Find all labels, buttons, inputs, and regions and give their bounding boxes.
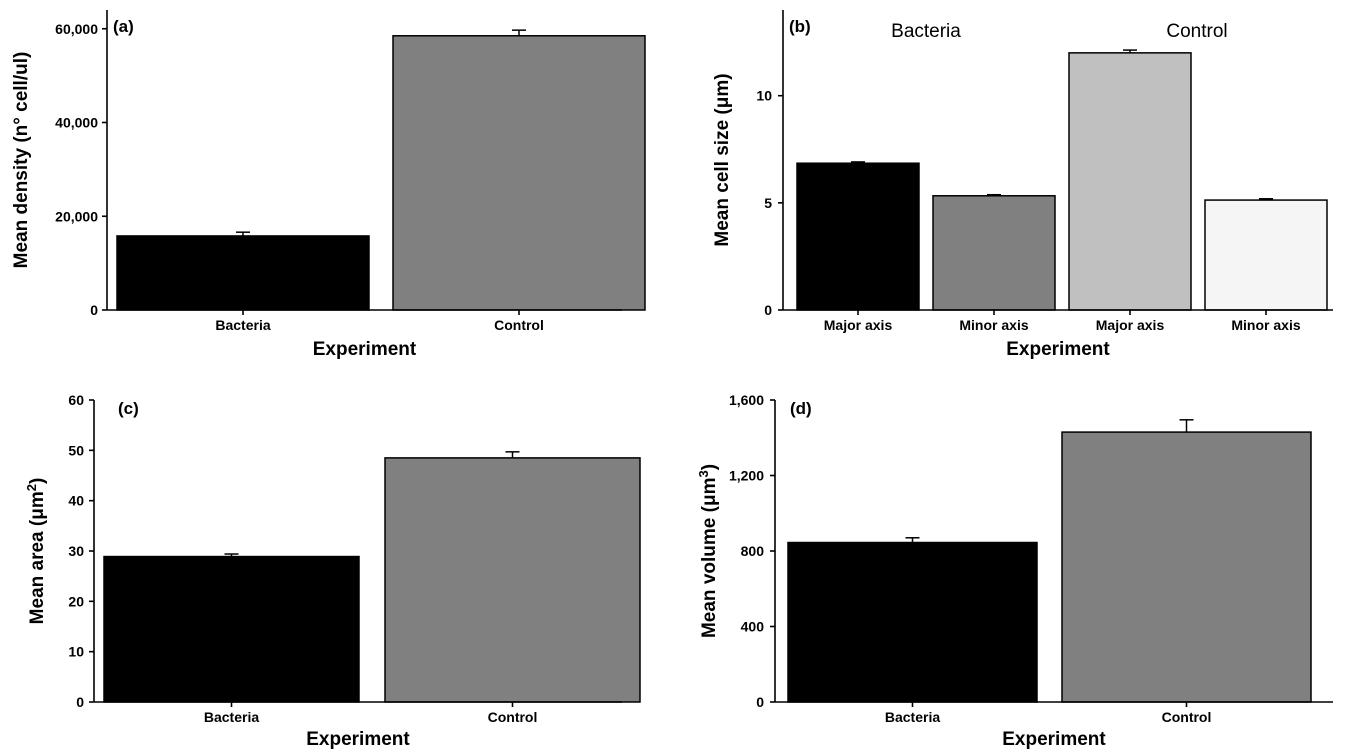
x-axis-title: Experiment <box>1006 339 1110 360</box>
chart-panel-1: 0 20,000 40,000 60,000 Bacteria Control Experi… <box>11 10 646 360</box>
bar <box>103 555 360 703</box>
x-tick-label: Control <box>494 317 544 333</box>
x-tick-label: Major axis <box>824 317 893 333</box>
panel-label: (c) <box>118 399 139 418</box>
x-tick-label: Minor axis <box>959 317 1028 333</box>
y-axis-title-superscript: 2 <box>24 484 39 491</box>
y-tick-label: 30 <box>68 543 84 559</box>
y-axis-title: Mean area (μm2) <box>24 478 48 625</box>
y-axis-title-main: Mean area (μm <box>27 491 48 624</box>
panel-label: (b) <box>789 17 811 36</box>
y-tick-label: 40 <box>68 493 84 509</box>
bar <box>1204 199 1328 311</box>
y-tick-label: 10 <box>756 88 772 104</box>
x-tick-label: Bacteria <box>215 317 270 333</box>
y-axis-title-end: ) <box>699 464 720 470</box>
panel-label: (d) <box>790 399 812 418</box>
y-axis-title-end: ) <box>27 478 48 484</box>
y-axis-title: Mean volume (μm3) <box>696 464 720 638</box>
y-axis-title-main: Mean cell size (μm) <box>712 73 733 246</box>
bar <box>796 162 920 311</box>
y-tick-label: 800 <box>741 543 765 559</box>
bar <box>932 195 1056 311</box>
y-tick-label: 5 <box>764 195 772 211</box>
panel-label: (a) <box>113 17 134 36</box>
x-tick-label: Minor axis <box>1231 317 1300 333</box>
y-tick-label: 1,200 <box>729 468 764 484</box>
y-tick-label: 60 <box>68 392 84 408</box>
x-axis-title: Experiment <box>313 339 417 360</box>
chart-panel-2: 0 5 10 Major axis Minor axis Major axis Minor … <box>712 10 1333 360</box>
y-tick-label: 40,000 <box>55 115 98 131</box>
bar <box>384 457 641 703</box>
y-tick-label: 0 <box>764 302 772 318</box>
chart-panel-3: 0 10 20 30 40 50 60 Bacteria Control Experiment Me… <box>24 392 641 750</box>
x-tick-label: Bacteria <box>204 709 259 725</box>
y-tick-label: 60,000 <box>55 21 98 37</box>
x-axis-title: Experiment <box>306 729 410 750</box>
y-tick-label: 10 <box>68 644 84 660</box>
y-tick-label: 20,000 <box>55 208 98 224</box>
y-axis-title: Mean cell size (μm) <box>712 73 733 246</box>
group-label: Control <box>1166 21 1227 42</box>
y-tick-label: 1,600 <box>729 392 764 408</box>
y-axis-title-main: Mean volume (μm <box>699 478 720 639</box>
bar <box>1061 431 1312 703</box>
chart-panel-4: 0 400 800 1,200 1,600 Bacteria Control Experime… <box>696 392 1333 750</box>
y-tick-label: 20 <box>68 593 84 609</box>
group-label: Bacteria <box>891 21 961 42</box>
y-tick-label: 0 <box>90 302 98 318</box>
x-tick-label: Bacteria <box>885 709 940 725</box>
x-tick-label: Control <box>488 709 538 725</box>
y-tick-label: 50 <box>68 442 84 458</box>
bar <box>787 541 1038 703</box>
x-axis-title: Experiment <box>1002 729 1106 750</box>
y-axis-title-superscript: 3 <box>696 470 711 477</box>
bar <box>1068 52 1192 311</box>
bar <box>392 35 646 311</box>
y-tick-label: 400 <box>741 619 765 635</box>
x-tick-label: Control <box>1162 709 1212 725</box>
y-axis-title: Mean density (n° cell/ul) <box>11 52 32 269</box>
y-axis-title-main: Mean density (n° cell/ul) <box>11 52 32 269</box>
x-tick-label: Major axis <box>1096 317 1165 333</box>
bar <box>116 235 370 311</box>
y-tick-label: 0 <box>756 694 764 710</box>
y-tick-label: 0 <box>76 694 84 710</box>
